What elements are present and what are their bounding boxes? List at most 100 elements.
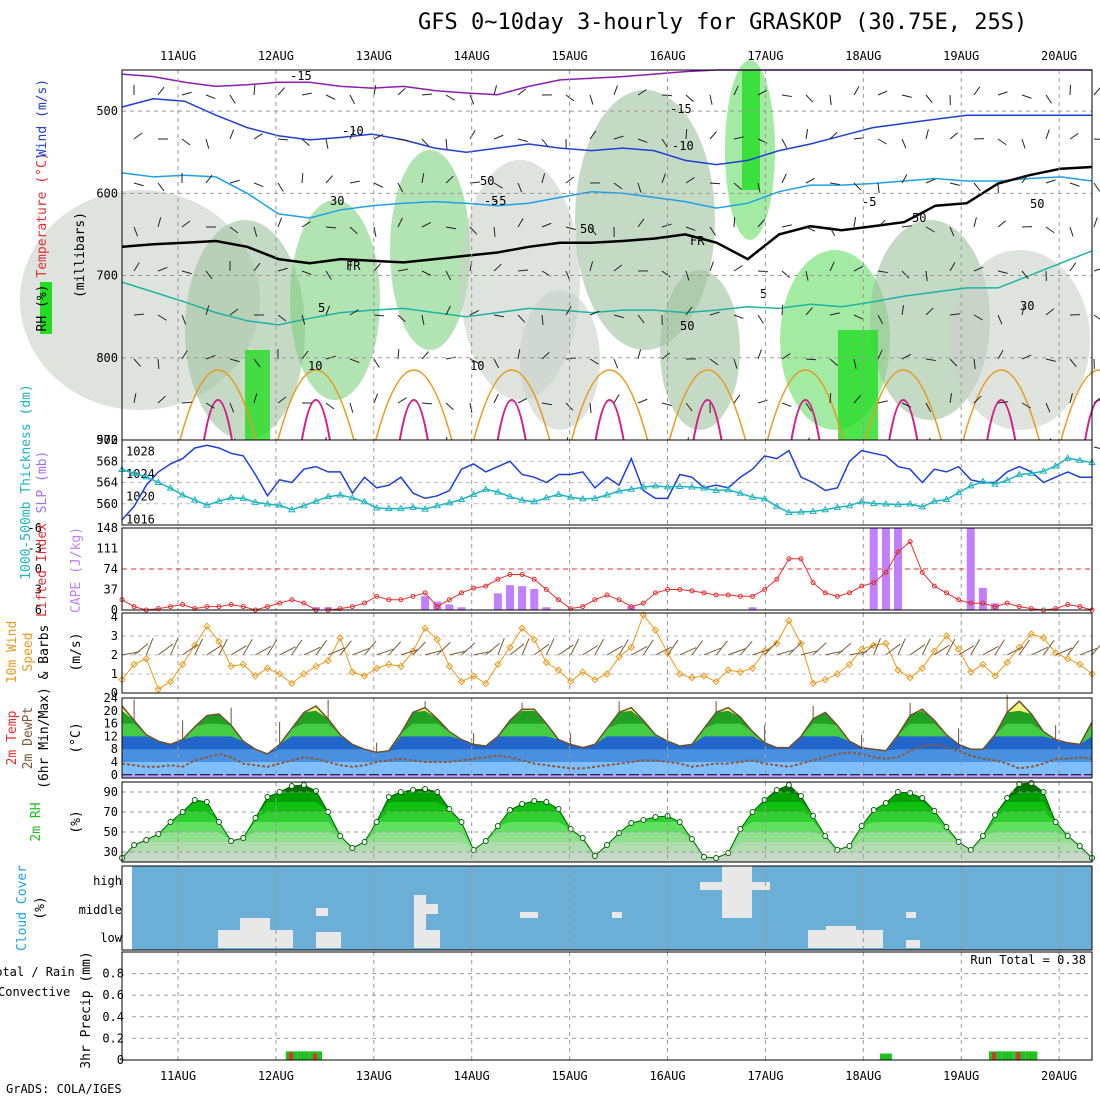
rh-point [313,788,319,794]
slp-point [991,480,999,487]
wind-speed-point [542,658,551,667]
lifted-index-point [1004,600,1010,606]
lifted-index-point [471,585,477,591]
wind-barb-surface [1006,646,1024,656]
wind-barb [493,358,499,369]
thickness-tick-label: 572 [96,433,118,447]
thickness-frame [121,439,1093,526]
wind-barb [421,270,432,276]
temp-axis-label-4: (°C) [69,722,84,753]
wind-barb-surface [994,639,1005,656]
wind-barb [229,129,235,140]
cloud-block [414,930,440,948]
wind-barb-surface [606,645,623,656]
wind-barb-surface [594,638,605,656]
wind-barb [949,226,955,237]
wind-barb [469,310,480,316]
wind-barb [541,173,546,184]
wind-barb [445,138,448,149]
lifted-index-tick-label: 3 [35,583,42,597]
isotherm-15-arc [300,399,331,441]
wind-barb [853,86,860,96]
slp-point [493,488,502,495]
slp-point [845,501,854,509]
slp-point [469,490,478,497]
wind-barb-surface [837,642,852,656]
wind-barb [205,270,213,280]
rh-point [470,847,477,853]
wind-barb-surface [558,644,574,656]
wind-speed-point [191,641,199,650]
lifted-index-point [750,593,755,599]
wind-barb [373,134,384,140]
slp-point [530,497,539,505]
rh-point [798,793,804,799]
slp-point [251,498,260,505]
rh-point [701,854,707,860]
temp-axis-label-2: 2m DewPt [21,707,36,770]
wind-barb [877,314,884,325]
lifted-index-point [859,583,865,589]
wind-barb [613,264,623,272]
wind-barb [397,217,403,228]
contour-label: 10 [470,359,484,373]
wind-barb-surface [255,645,272,656]
wind-barb-surface [934,644,950,656]
slp-axis-label: SLP (mb) [35,451,50,514]
wind-barb [181,91,192,96]
wind-barb [949,313,960,316]
lifted-index-point [434,604,440,610]
wind-barb [373,358,380,368]
isotherm-10-arc [375,369,453,441]
cloud-block [520,912,538,918]
wind-barb-surface [194,638,204,656]
cape-axis-label: CAPE (J/kg) [69,527,84,613]
wind-barb [781,173,787,184]
slp-tick-label: 1028 [126,444,155,458]
lifted-index-point [737,593,743,599]
wind-barb-surface [825,650,843,656]
contour-label: -15 [670,102,692,116]
rh-shading [520,290,600,430]
lifted-index-point [543,587,549,592]
rh-point [846,843,853,849]
precip-total-bar [1001,1051,1014,1060]
rh-point [676,819,683,825]
lifted-index-point [131,604,137,610]
wind-barb [157,266,168,272]
wind-barb [493,226,496,237]
wind-barb-surface [327,647,345,656]
slp-point [978,477,987,484]
wind-barb-surface [1055,647,1073,656]
wind-barb [349,402,354,413]
wind-speed-point [566,677,575,686]
wind-barb-surface [861,643,876,656]
slp-point [1039,467,1048,474]
rh-point [882,800,889,806]
cape-frame [121,527,1093,611]
wind-barb-surface [230,645,247,656]
wind-barb-surface [158,643,174,656]
isotherm-10-arc [766,369,845,441]
isotherm-10-arc [472,369,551,441]
wind-barb [277,396,287,404]
wind-barb [445,270,451,281]
wind-barb [901,353,912,360]
slp-point [663,483,672,490]
rh-point [494,823,501,829]
wind-barb [1021,174,1029,184]
wind-barb [349,358,360,364]
lifted-index-point [507,571,513,577]
wind-barb [1045,129,1050,140]
wind-barb-surface [800,650,819,656]
wind-barb-surface [424,649,443,656]
rh-point [337,833,344,839]
wind-barb-surface [958,645,975,656]
wind-barb [925,307,934,316]
wind-barb [565,226,576,231]
slp-point [299,501,308,509]
wind-speed-point [736,668,745,676]
wind-speed-point [918,664,926,672]
wind-barb-surface [364,640,377,656]
wind-barb [733,216,736,228]
